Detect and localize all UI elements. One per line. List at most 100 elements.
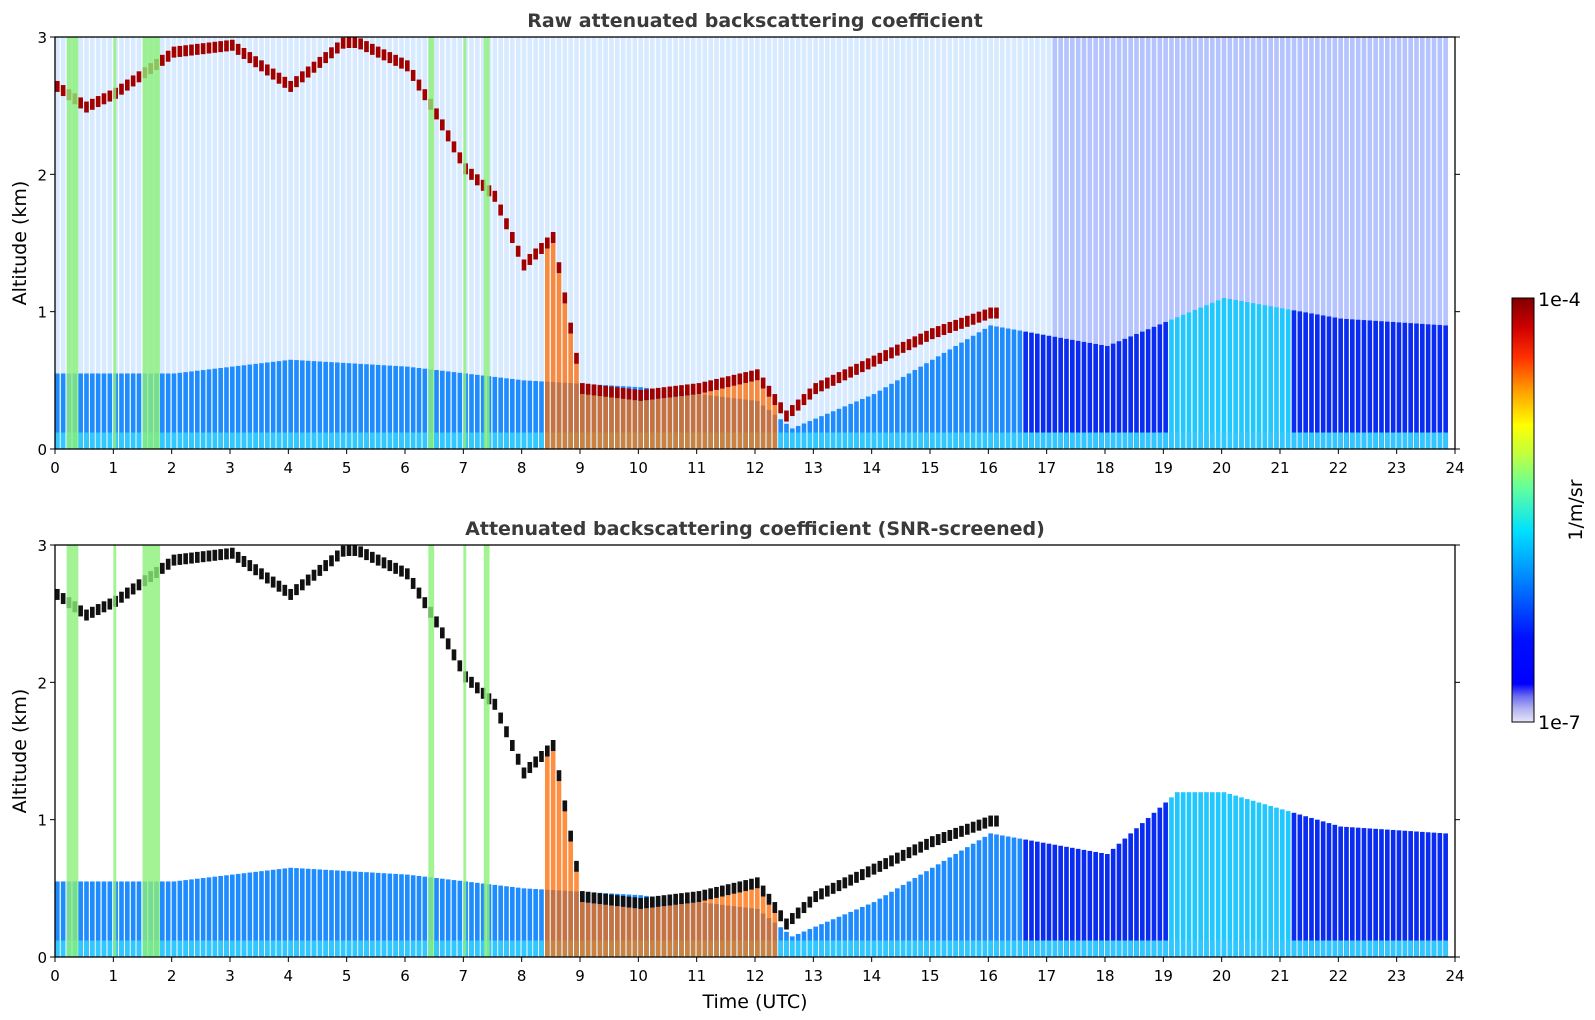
heat-cell-boundary-layer [498,885,503,957]
heat-cell-cloud [900,341,906,353]
heat-cell-boundary-layer [78,373,83,449]
heat-cell-boundary-layer [1245,302,1250,449]
heat-cell-surface [1163,432,1168,449]
heat-cell-surface [1315,940,1320,957]
heat-cell-cloud [673,385,678,397]
heat-cell-surface [994,432,999,449]
heat-cell-cloud [860,869,865,881]
heat-cell-boundary-layer [276,361,282,449]
panel-snr: Attenuated backscattering coefficient (S… [9,518,1465,1013]
heat-cell-cloud [480,687,486,699]
heat-cell-boundary-layer [364,364,369,449]
heat-cell-surface [265,432,270,449]
heat-cell-precip [585,394,591,449]
heat-cell-cloud [498,712,503,724]
heat-cell-boundary-layer [1303,816,1308,957]
heat-cell-precip [702,392,708,449]
heat-cell-surface [965,432,970,449]
heat-cell-surface [807,940,813,957]
heat-cell-cloud [609,386,614,398]
heat-cell-cloud [731,882,737,894]
heat-cell-noise [399,37,404,367]
heat-cell-boundary-layer [970,843,976,957]
heat-cell-precip [661,398,667,449]
heat-cell-surface [1128,940,1133,957]
heat-cell-noise [434,37,439,371]
heat-cell-surface [941,940,947,957]
heat-cell-boundary-layer [1390,829,1396,957]
panel-raw-heatmap [55,37,1448,449]
heat-cell-cloud [673,893,678,905]
heat-cell-surface [1425,432,1431,449]
heat-cell-surface [247,940,253,957]
heat-cell-noise [632,37,638,387]
heat-cell-cloud [807,896,813,908]
heat-cell-precip [632,908,638,957]
heat-cell-surface [218,940,223,957]
heat-cell-surface [871,940,877,957]
heat-cell-surface [1239,940,1244,957]
heat-cell-cloud [900,849,906,861]
heat-cell-surface [930,940,935,957]
heat-cell-boundary-layer [1320,821,1326,957]
heat-cell-cloud [527,253,533,265]
heat-cell-boundary-layer [1198,307,1203,449]
heat-cell-boundary-layer [1145,329,1151,449]
heat-cell-noise [1245,37,1250,303]
heat-cell-boundary-layer [521,380,527,449]
heat-cell-cloud [842,877,848,889]
heat-cell-noise [842,37,848,407]
heat-cell-noise [708,37,713,396]
heat-cell-surface [1367,940,1373,957]
heat-cell-noise [1175,37,1180,318]
heat-cell-cloud [457,152,463,164]
heat-cell-boundary-layer [469,882,474,957]
heat-cell-surface [1087,432,1093,449]
heat-cell-surface [533,940,538,957]
heat-cell-surface [480,940,486,957]
x-tick-label: 17 [1037,459,1056,477]
heat-cell-boundary-layer [1192,309,1198,449]
heat-cell-boundary-layer [953,346,958,449]
heat-cell-boundary-layer [1215,300,1221,449]
heat-cell-boundary-layer [375,872,381,957]
heat-cell-surface [930,432,935,449]
heat-cell-boundary-layer [1227,298,1233,449]
heat-cell-surface [1443,940,1448,957]
heat-cell-surface [1070,940,1075,957]
heat-cell-surface [230,940,235,957]
heat-cell-surface [475,940,480,957]
heat-cell-boundary-layer [335,362,340,449]
panel-snr-heatmap [55,545,1448,957]
heat-cell-noise [1320,37,1326,316]
heat-cell-cloud [760,885,766,897]
heat-cell-cloud [725,884,731,896]
heat-cell-surface [813,432,818,449]
heat-cell-cloud [982,817,988,829]
heat-cell-surface [1437,940,1443,957]
heat-cell-surface [795,940,801,957]
heat-cell-surface [865,432,871,449]
heat-cell-surface [865,940,871,957]
heat-cell-precip [690,902,696,957]
heat-cell-boundary-layer [1256,802,1262,957]
heat-cell-noise [1309,37,1314,314]
heat-cell-precip [545,756,550,957]
heat-cell-noise [533,37,538,382]
heat-cell-surface [364,432,369,449]
heat-cell-precip [580,902,585,957]
heat-cell-boundary-layer [1262,804,1268,957]
y-tick-label: 0 [37,949,47,967]
heat-cell-boundary-layer [381,365,387,449]
heat-cell-cloud [959,825,964,837]
heat-cell-boundary-layer [364,872,369,957]
heat-cell-cloud [405,568,410,580]
heat-cell-boundary-layer [451,880,457,957]
heat-cell-surface [1332,432,1338,449]
heat-cell-surface [1215,940,1221,957]
x-tick-label: 21 [1270,967,1289,985]
heat-cell-surface [1256,940,1262,957]
heat-cell-cloud [346,37,352,48]
heat-cell-cloud [125,79,130,91]
heat-cell-precip [720,896,725,957]
